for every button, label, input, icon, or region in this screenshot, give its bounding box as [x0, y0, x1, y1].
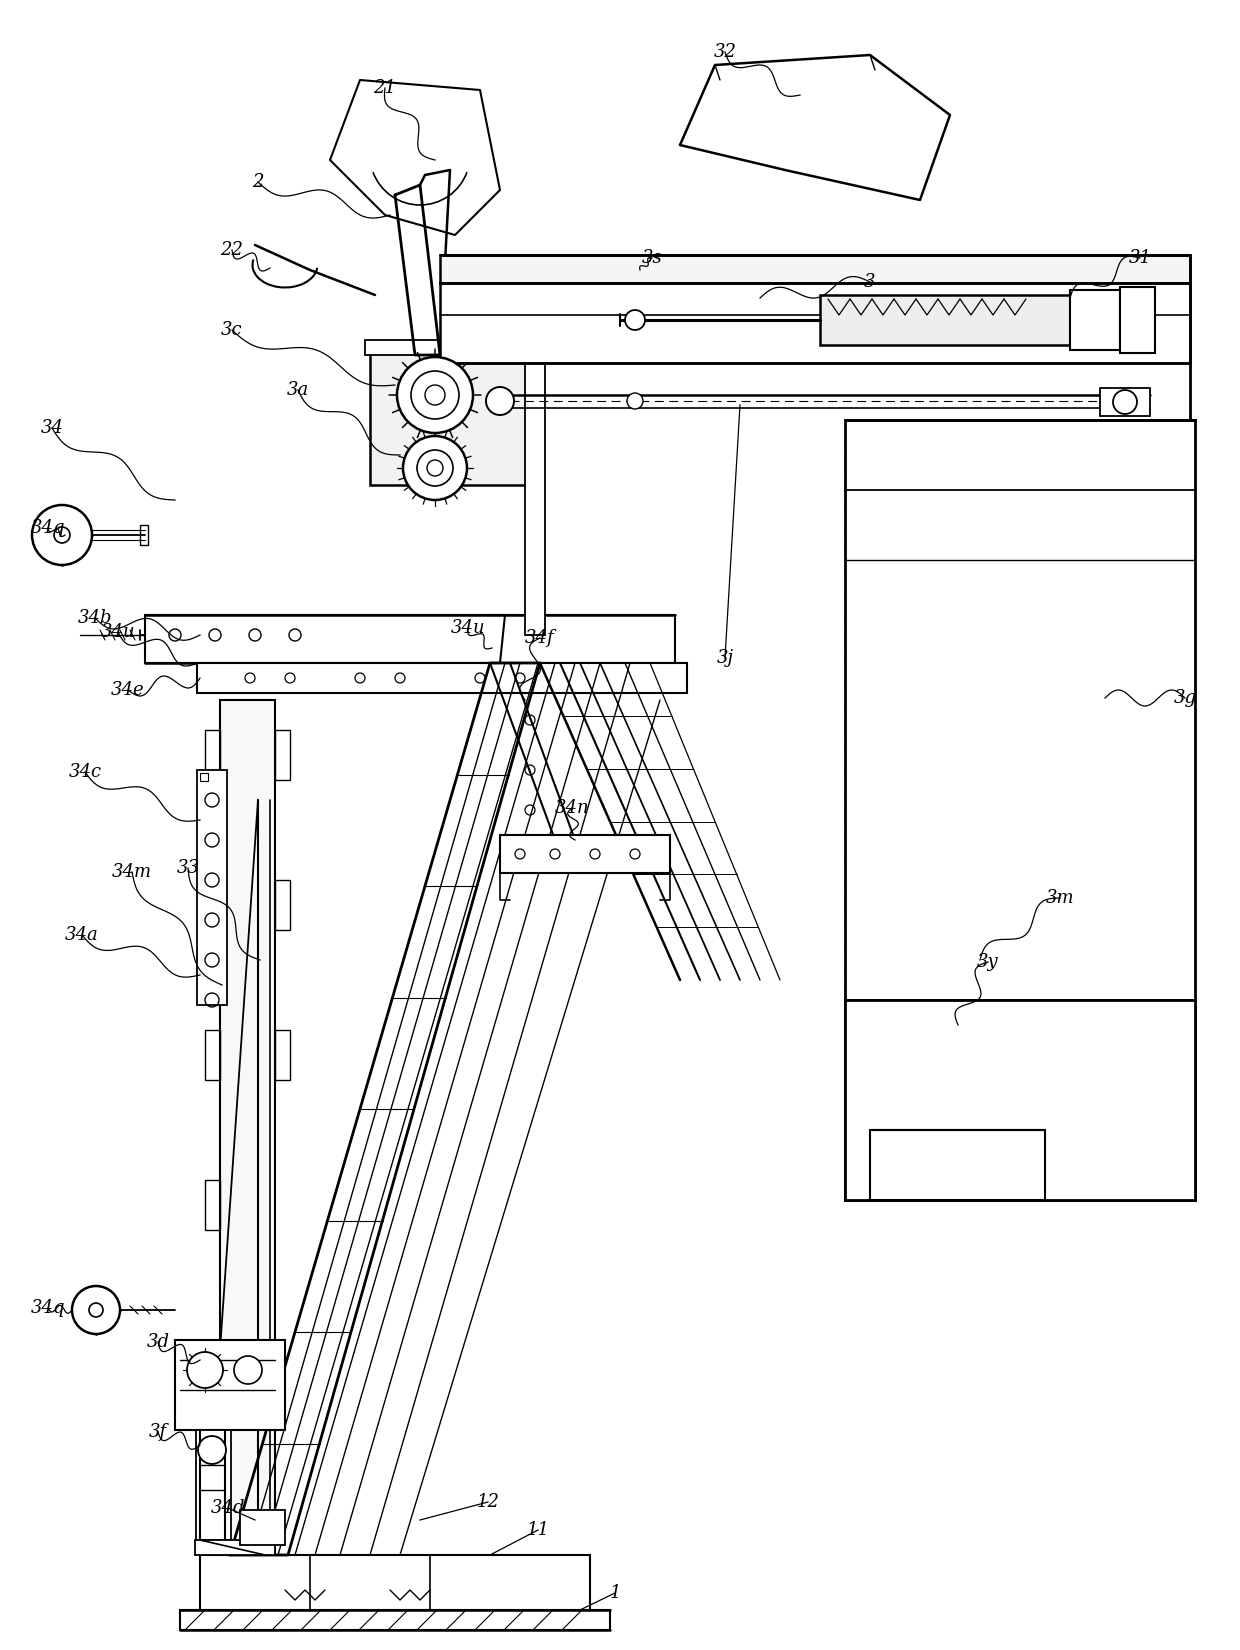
Bar: [180, 1610, 610, 1630]
Text: 3f: 3f: [149, 1422, 167, 1440]
Text: 22: 22: [221, 241, 243, 259]
Circle shape: [289, 629, 301, 640]
Text: 33: 33: [176, 860, 200, 878]
Bar: [820, 295, 1070, 345]
Circle shape: [234, 1356, 262, 1384]
Bar: [140, 525, 148, 545]
Text: 3c: 3c: [221, 322, 243, 338]
Circle shape: [1114, 389, 1137, 414]
Bar: [525, 315, 546, 635]
Bar: [200, 1554, 590, 1610]
Text: 3y: 3y: [977, 954, 998, 970]
Bar: [205, 1180, 219, 1229]
Bar: [1070, 290, 1120, 350]
Bar: [365, 340, 546, 355]
Text: 34d: 34d: [211, 1498, 246, 1516]
Text: 21: 21: [373, 79, 397, 97]
Bar: [195, 1539, 275, 1554]
Text: 34q: 34q: [31, 520, 66, 536]
Text: 12: 12: [476, 1493, 500, 1511]
Circle shape: [425, 384, 445, 404]
Bar: [844, 1000, 1195, 1200]
Text: 3: 3: [864, 272, 875, 290]
Bar: [275, 1030, 290, 1081]
Bar: [219, 700, 275, 1554]
Circle shape: [187, 1351, 223, 1388]
Circle shape: [486, 388, 515, 416]
Text: 31: 31: [1128, 249, 1152, 267]
Circle shape: [32, 505, 92, 564]
Circle shape: [403, 436, 467, 500]
Bar: [175, 1340, 285, 1431]
Text: 3a: 3a: [286, 381, 309, 399]
Bar: [370, 345, 539, 485]
Bar: [241, 1510, 285, 1544]
Bar: [844, 421, 1195, 1000]
Bar: [870, 1130, 1045, 1200]
Circle shape: [427, 460, 443, 475]
Text: 34f: 34f: [526, 629, 554, 647]
Text: 34a: 34a: [66, 926, 99, 944]
Bar: [205, 1030, 219, 1081]
Text: 34b: 34b: [78, 609, 113, 627]
Text: 3g: 3g: [1173, 690, 1197, 706]
Text: 1: 1: [609, 1584, 621, 1602]
Text: 34m: 34m: [112, 863, 153, 881]
Bar: [205, 879, 219, 931]
Text: 34u: 34u: [100, 624, 135, 640]
Text: 3d: 3d: [146, 1333, 170, 1351]
Bar: [275, 729, 290, 780]
Bar: [1120, 287, 1154, 353]
Text: 11: 11: [527, 1521, 549, 1539]
Circle shape: [72, 1285, 120, 1333]
Bar: [440, 256, 1190, 284]
Text: 32: 32: [713, 43, 737, 61]
Circle shape: [625, 310, 645, 330]
Circle shape: [410, 371, 459, 419]
Text: 3m: 3m: [1045, 889, 1074, 908]
Bar: [500, 835, 670, 873]
Bar: [196, 1431, 231, 1539]
Bar: [200, 772, 208, 780]
Circle shape: [249, 629, 260, 640]
Bar: [197, 771, 227, 1005]
Text: 3j: 3j: [717, 648, 734, 667]
Bar: [1100, 388, 1149, 416]
Bar: [844, 1000, 1195, 1200]
Circle shape: [627, 393, 644, 409]
Bar: [440, 284, 1190, 363]
Circle shape: [210, 629, 221, 640]
Text: 34n: 34n: [554, 799, 589, 817]
Text: 34e: 34e: [112, 681, 145, 700]
Text: 34u: 34u: [450, 619, 485, 637]
Circle shape: [169, 629, 181, 640]
Text: 3s: 3s: [641, 249, 662, 267]
Circle shape: [397, 356, 472, 432]
Circle shape: [198, 1436, 226, 1464]
Text: 34q: 34q: [31, 1299, 66, 1317]
Bar: [275, 879, 290, 931]
Text: 34c: 34c: [68, 762, 102, 780]
Text: 34: 34: [41, 419, 63, 437]
Circle shape: [89, 1304, 103, 1317]
Bar: [205, 729, 219, 780]
Circle shape: [417, 450, 453, 487]
Circle shape: [55, 526, 69, 543]
Bar: [145, 615, 675, 663]
Text: 2: 2: [252, 173, 264, 191]
Bar: [197, 663, 687, 693]
